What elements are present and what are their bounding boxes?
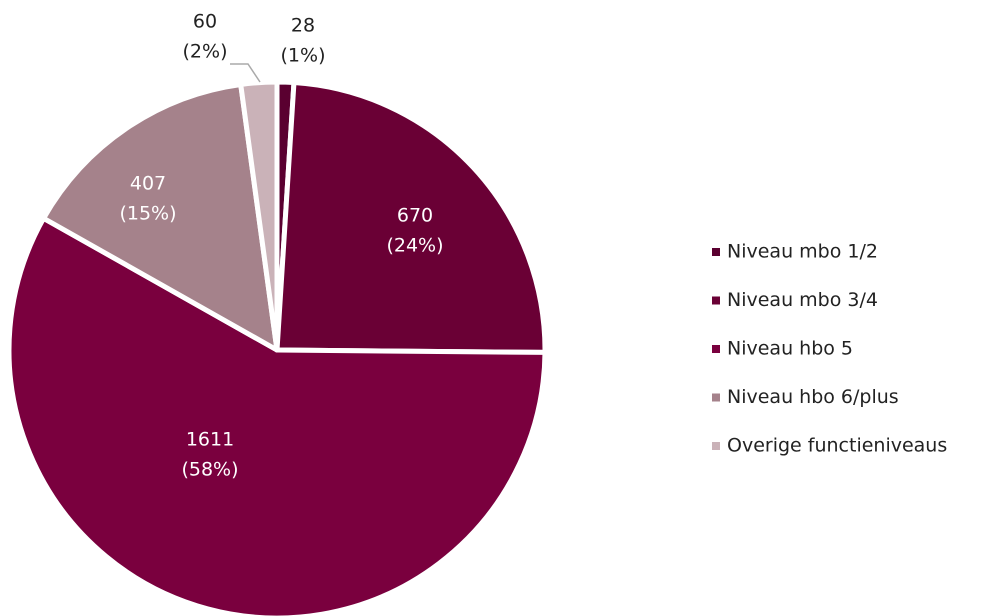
legend-swatch — [712, 393, 720, 402]
pie-slice — [274, 80, 548, 355]
percent-label: (2%) — [183, 41, 228, 63]
percent-label: (15%) — [119, 203, 176, 225]
legend-label: Niveau mbo 1/2 — [727, 241, 878, 263]
pie-slice — [6, 215, 548, 616]
data-label: 1611 — [186, 429, 234, 451]
legend-swatch — [712, 296, 720, 305]
legend-swatch — [712, 248, 720, 256]
legend-swatch — [712, 442, 720, 450]
data-label: 28 — [291, 15, 315, 37]
percent-label: (58%) — [181, 459, 238, 481]
leader-line — [230, 63, 261, 83]
data-label: 670 — [397, 205, 433, 227]
legend-label: Overige functieniveaus — [727, 435, 947, 457]
legend-label: Niveau hbo 6/plus — [727, 386, 899, 408]
data-label: 407 — [130, 173, 166, 195]
legend-swatch — [712, 345, 720, 353]
legend-label: Niveau hbo 5 — [727, 338, 853, 360]
legend-label: Niveau mbo 3/4 — [727, 289, 878, 311]
percent-label: (24%) — [386, 235, 443, 257]
pie-slice — [41, 81, 280, 353]
pie-slice — [238, 79, 280, 353]
percent-label: (1%) — [281, 45, 326, 67]
data-label: 60 — [193, 11, 217, 33]
